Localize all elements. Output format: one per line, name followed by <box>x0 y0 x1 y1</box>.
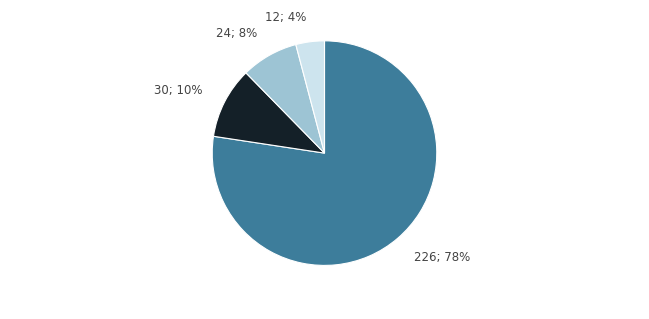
Wedge shape <box>246 45 324 153</box>
Text: 30; 10%: 30; 10% <box>154 84 202 97</box>
Wedge shape <box>212 41 437 265</box>
Text: 24; 8%: 24; 8% <box>215 27 257 41</box>
Text: 12; 4%: 12; 4% <box>265 11 307 24</box>
Text: 226; 78%: 226; 78% <box>414 250 470 263</box>
Wedge shape <box>214 73 324 153</box>
Wedge shape <box>296 41 324 153</box>
